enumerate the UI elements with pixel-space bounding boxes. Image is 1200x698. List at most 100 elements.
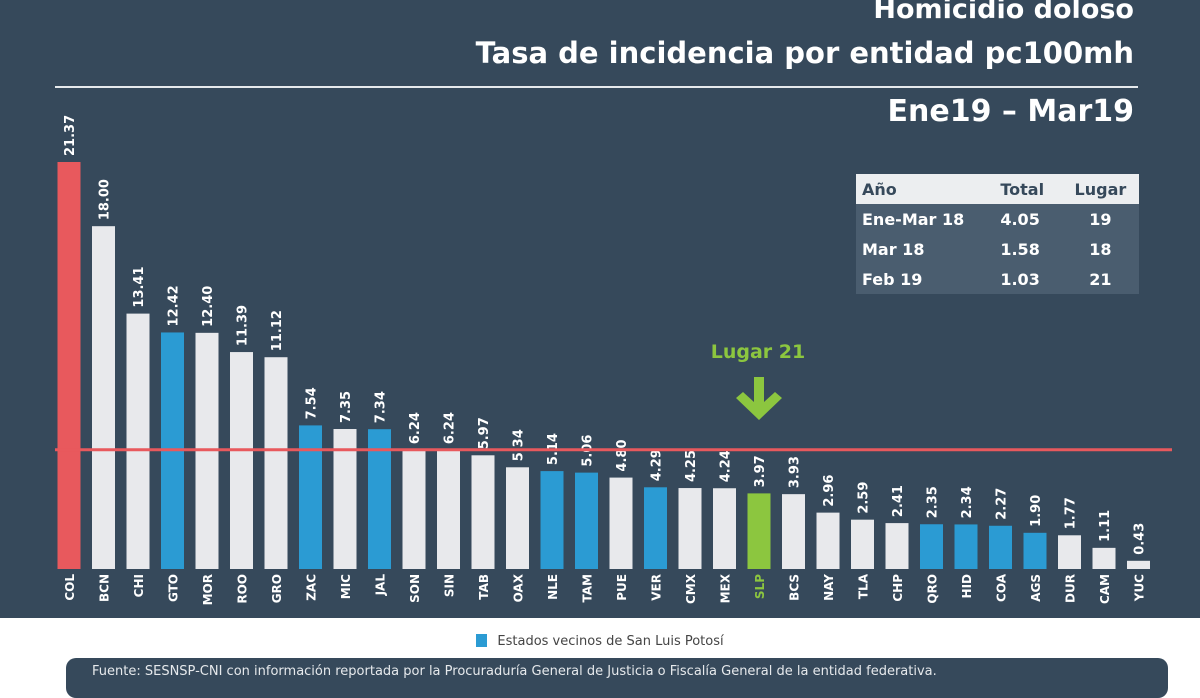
source-footer: Fuente: SESNSP-CNI con información repor… bbox=[66, 658, 1168, 698]
bar-ver bbox=[644, 487, 667, 569]
data-label: 1.77 bbox=[1064, 497, 1079, 529]
bar-pue bbox=[609, 477, 633, 569]
bar-oax bbox=[506, 467, 529, 569]
data-label: 2.59 bbox=[857, 482, 872, 514]
bar-zac bbox=[299, 425, 322, 569]
category-label: COL bbox=[63, 574, 77, 601]
summary-table: Año Total Lugar Ene-Mar 18 4.05 19 Mar 1… bbox=[856, 174, 1139, 294]
annotation-label: Lugar 21 bbox=[711, 341, 805, 363]
category-label: CAM bbox=[1098, 574, 1112, 604]
legend-swatch-neighbor bbox=[476, 634, 488, 647]
summary-row: Mar 18 1.58 18 bbox=[856, 234, 1139, 264]
bar-sin bbox=[437, 450, 460, 569]
bar-nle bbox=[540, 471, 564, 569]
category-label: TAB bbox=[477, 574, 491, 600]
cell-total: 1.03 bbox=[1000, 269, 1040, 289]
data-label: 2.34 bbox=[960, 486, 975, 518]
category-label: ROO bbox=[236, 574, 250, 604]
bar-jal bbox=[368, 429, 391, 569]
category-label: PUE bbox=[615, 574, 629, 601]
data-label: 6.24 bbox=[408, 412, 423, 444]
category-label: OAX bbox=[512, 573, 526, 602]
header-rank: Lugar bbox=[1061, 174, 1139, 204]
data-label: 1.90 bbox=[1029, 495, 1044, 527]
data-label: 7.34 bbox=[374, 391, 389, 423]
cell-total: 1.58 bbox=[1000, 239, 1040, 259]
data-label: 4.24 bbox=[719, 450, 734, 482]
bar-slp bbox=[747, 493, 771, 569]
data-label: 3.97 bbox=[753, 455, 768, 487]
bar-dur bbox=[1058, 535, 1081, 569]
chart-title: Homicidio doloso bbox=[873, 0, 1134, 25]
bar-chi bbox=[126, 313, 150, 569]
bar-nay bbox=[816, 512, 840, 569]
category-label: SLP bbox=[753, 574, 767, 599]
bar-bcs bbox=[782, 494, 805, 569]
bar-tam bbox=[575, 472, 598, 569]
title-divider bbox=[55, 86, 1138, 88]
bar-bcn bbox=[92, 226, 115, 569]
cell-year: Mar 18 bbox=[862, 239, 925, 259]
category-label: AGS bbox=[1029, 574, 1043, 602]
data-label: 4.25 bbox=[684, 450, 699, 482]
legend: Estados vecinos de San Luis Potosí bbox=[0, 634, 1200, 649]
header-total: Total bbox=[994, 174, 1062, 204]
bar-tab bbox=[471, 455, 495, 569]
data-label: 5.97 bbox=[477, 417, 492, 449]
bar-son bbox=[402, 450, 426, 569]
data-label: 7.54 bbox=[305, 387, 320, 419]
summary-header-row: Año Total Lugar bbox=[856, 174, 1139, 204]
bar-gro bbox=[264, 357, 288, 569]
category-label: NLE bbox=[546, 574, 560, 600]
category-label: YUC bbox=[1133, 574, 1147, 602]
data-label: 4.29 bbox=[650, 449, 665, 481]
cell-year: Feb 19 bbox=[862, 269, 923, 289]
bar-cmx bbox=[678, 488, 702, 569]
category-label: TLA bbox=[857, 573, 871, 599]
category-label: GTO bbox=[167, 574, 181, 602]
data-label: 5.34 bbox=[512, 429, 527, 461]
category-label: CHP bbox=[891, 574, 905, 602]
summary-row: Feb 19 1.03 21 bbox=[856, 264, 1139, 294]
category-label: COA bbox=[995, 573, 1009, 602]
bar-mic bbox=[333, 429, 357, 569]
bar-yuc bbox=[1127, 560, 1150, 569]
category-label: MOR bbox=[201, 574, 215, 605]
category-label: SIN bbox=[443, 574, 457, 597]
category-label: VER bbox=[650, 574, 664, 601]
bar-tla bbox=[851, 519, 874, 569]
data-label: 21.37 bbox=[63, 115, 78, 156]
bar-coa bbox=[989, 525, 1012, 569]
data-label: 6.24 bbox=[443, 412, 458, 444]
data-label: 7.35 bbox=[339, 391, 354, 423]
category-label: TAM bbox=[581, 574, 595, 602]
cell-rank: 18 bbox=[1089, 239, 1112, 259]
category-label: CHI bbox=[132, 574, 146, 597]
cell-rank: 19 bbox=[1089, 209, 1112, 229]
bar-cam bbox=[1092, 547, 1116, 569]
data-label: 4.80 bbox=[615, 440, 630, 472]
category-label: DUR bbox=[1064, 574, 1078, 603]
category-label: ZAC bbox=[305, 574, 319, 601]
cell-total: 4.05 bbox=[1000, 209, 1040, 229]
category-label: MIC bbox=[339, 574, 353, 599]
cell-rank: 21 bbox=[1089, 269, 1112, 289]
category-label: QRO bbox=[926, 574, 940, 604]
data-label: 11.12 bbox=[270, 310, 285, 351]
data-label: 3.93 bbox=[788, 456, 803, 488]
cell-year: Ene-Mar 18 bbox=[862, 209, 965, 229]
data-label: 2.96 bbox=[822, 475, 837, 507]
data-label: 1.11 bbox=[1098, 510, 1113, 542]
data-label: 2.27 bbox=[995, 488, 1010, 520]
data-label: 2.35 bbox=[926, 486, 941, 518]
bar-qro bbox=[920, 524, 943, 569]
legend-label: Estados vecinos de San Luis Potosí bbox=[497, 634, 724, 649]
data-label: 11.39 bbox=[236, 305, 251, 346]
data-label: 18.00 bbox=[98, 179, 113, 220]
category-label: GRO bbox=[270, 574, 284, 603]
category-label: NAY bbox=[822, 574, 836, 601]
data-label: 13.41 bbox=[132, 266, 147, 307]
bar-mex bbox=[713, 488, 736, 569]
bar-hid bbox=[954, 524, 978, 569]
data-label: 0.43 bbox=[1133, 523, 1148, 555]
